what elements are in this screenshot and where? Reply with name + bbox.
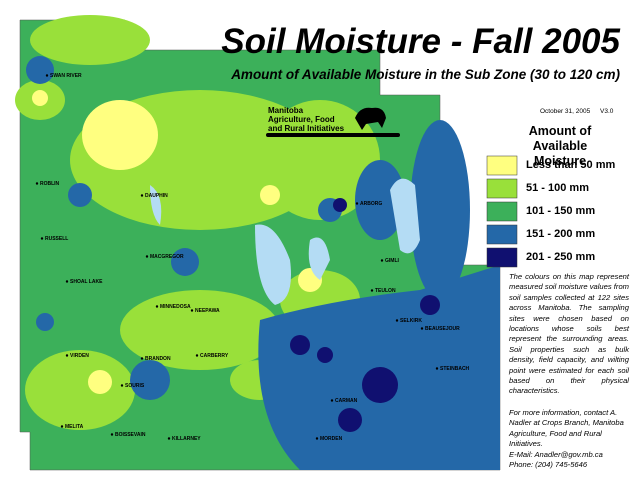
town-marker [140, 357, 144, 360]
town-label: STEINBACH [440, 366, 470, 372]
date: October 31, 2005 [540, 108, 591, 115]
legend [486, 155, 518, 268]
town-label: BRANDON [145, 356, 171, 362]
contact-line: For more information, contact A. Nadler … [509, 408, 624, 449]
legend-swatch [486, 247, 518, 268]
town-marker [420, 327, 424, 330]
legend-label: 101 - 150 mm [526, 205, 596, 217]
town-marker [195, 354, 199, 357]
org-line: Agriculture, Food [268, 115, 335, 124]
town-label: TEULON [375, 288, 396, 294]
legend-swatch [486, 224, 518, 245]
town-marker [370, 289, 374, 292]
subtitle: Amount of Available Moisture in the Sub … [231, 67, 620, 82]
town-label: VIRDEN [70, 353, 89, 359]
town-label: RUSSELL [45, 236, 68, 242]
town-label: CARBERRY [200, 353, 229, 359]
org-line: Manitoba [268, 106, 304, 115]
town-marker [145, 255, 149, 258]
town-marker [120, 384, 124, 387]
town-marker [355, 202, 359, 205]
town-label: GIMLI [385, 258, 399, 264]
legend-title: Amount of Available Moisture [515, 124, 605, 169]
town-marker [140, 194, 144, 197]
legend-title-line: Available Moisture [532, 139, 588, 168]
town-label: KILLARNEY [172, 436, 201, 442]
legend-swatch [486, 155, 518, 176]
town-marker [330, 399, 334, 402]
towns: SWAN RIVER ROBLIN DAUPHIN RUSSELL MACGREGOR S… [35, 73, 470, 442]
logo [266, 107, 400, 137]
town-marker [60, 425, 64, 428]
town-label: SELKIRK [400, 318, 422, 324]
town-label: BEAUSEJOUR [425, 326, 460, 332]
legend-title-line: Amount of [528, 124, 592, 138]
town-label: ROBLIN [40, 181, 60, 187]
town-label: ARBORG [360, 201, 382, 207]
contact: For more information, contact A. Nadler … [509, 408, 634, 470]
town-label: MORDEN [320, 436, 343, 442]
town-marker [395, 319, 399, 322]
town-marker [380, 259, 384, 262]
legend-swatch [486, 178, 518, 199]
legend-label: 151 - 200 mm [526, 228, 596, 240]
town-label: MELITA [65, 424, 84, 430]
town-label: MINNEDOSA [160, 304, 191, 310]
version: V3.0 [600, 108, 614, 115]
town-marker [65, 354, 69, 357]
description: The colours on this map represent measur… [509, 272, 629, 396]
legend-swatch [486, 201, 518, 222]
town-marker [110, 433, 114, 436]
legend-label: Less than 50 mm [526, 159, 616, 171]
moisture-zones [15, 15, 500, 470]
town-marker [45, 74, 49, 77]
org-line: and Rural Initiatives [268, 124, 345, 133]
town-label: SWAN RIVER [50, 73, 82, 79]
legend-label: 201 - 250 mm [526, 251, 596, 263]
town-label: DAUPHIN [145, 193, 168, 199]
town-marker [155, 305, 159, 308]
town-marker [167, 437, 171, 440]
town-label: MACGREGOR [150, 254, 184, 260]
town-marker [435, 367, 439, 370]
town-label: BOISSEVAIN [115, 432, 146, 438]
town-marker [35, 182, 39, 185]
town-label: SOURIS [125, 383, 145, 389]
town-label: SHOAL LAKE [70, 279, 103, 285]
contact-line: E-Mail: Anadler@gov.mb.ca [509, 449, 603, 459]
town-label: NEEPAWA [195, 308, 220, 314]
legend-label: 51 - 100 mm [526, 182, 589, 194]
title: Soil Moisture - Fall 2005 [221, 22, 620, 61]
town-marker [190, 309, 194, 312]
town-marker [65, 280, 69, 283]
town-marker [315, 437, 319, 440]
contact-line: Phone: (204) 745-5646 [509, 460, 588, 470]
town-marker [40, 237, 44, 240]
town-label: CARMAN [335, 398, 358, 404]
lakes [150, 178, 420, 305]
organization: Manitoba Agriculture, Food and Rural Ini… [268, 106, 344, 133]
